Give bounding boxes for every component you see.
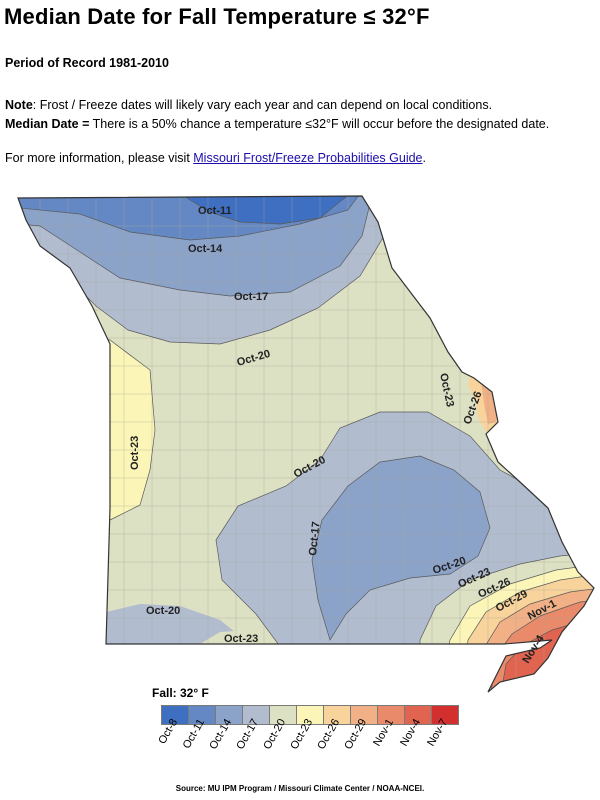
contour-label: Oct-11 <box>198 205 232 217</box>
contour-fill <box>18 196 594 692</box>
note-text: : Frost / Freeze dates will likely vary … <box>32 98 493 112</box>
note-line: Note: Frost / Freeze dates will likely v… <box>5 98 492 112</box>
more-info-suffix: . <box>422 151 426 165</box>
more-info-prefix: For more information, please visit <box>5 151 194 165</box>
contour-label: Oct-23 <box>129 436 141 470</box>
median-text: There is a 50% chance a temperature ≤32°… <box>89 117 550 131</box>
median-line: Median Date = There is a 50% chance a te… <box>5 117 549 131</box>
contour-label: Oct-20 <box>146 605 180 617</box>
legend-title: Fall: 32° F <box>152 686 209 700</box>
note-label: Note <box>5 98 33 112</box>
more-info-line: For more information, please visit Misso… <box>5 151 426 165</box>
contour-label: Oct-23 <box>224 633 258 645</box>
frost-guide-link[interactable]: Missouri Frost/Freeze Probabilities Guid… <box>193 151 423 165</box>
contour-label: Oct-17 <box>234 291 268 303</box>
legend-color-bar <box>161 705 459 725</box>
legend-swatch <box>431 705 459 725</box>
source-credit: Source: MU IPM Program / Missouri Climat… <box>175 784 425 793</box>
contour-label: Oct-17 <box>307 521 323 556</box>
contour-label: Oct-14 <box>188 243 223 255</box>
median-label: Median Date = <box>5 117 90 131</box>
page-title: Median Date for Fall Temperature ≤ 32°F <box>4 4 430 29</box>
period-of-record: Period of Record 1981-2010 <box>5 56 169 70</box>
missouri-outline <box>17 195 595 693</box>
missouri-map: Oct-11 Oct-14 Oct-17 Oct-20 Oct-23 Oct-2… <box>17 195 595 693</box>
